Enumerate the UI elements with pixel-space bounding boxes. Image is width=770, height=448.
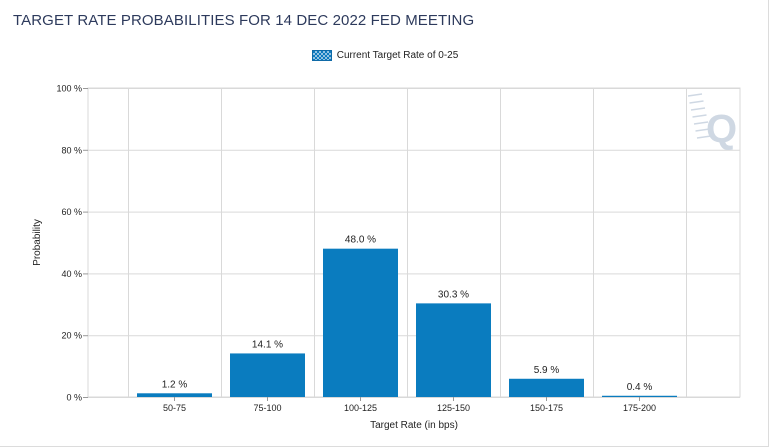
q-logo-stroke (689, 100, 704, 104)
data-label: 48.0 % (345, 235, 376, 246)
chart-legend[interactable]: Current Target Rate of 0-25 (0, 50, 770, 61)
x-tick-label: 175-200 (623, 403, 656, 413)
q-logo-stroke (690, 107, 706, 111)
bar[interactable] (137, 393, 212, 397)
q-logo-stroke (687, 93, 703, 97)
bar[interactable] (323, 248, 398, 397)
x-tick-label: 100-125 (344, 403, 377, 413)
x-tick-label: 125-150 (437, 403, 470, 413)
y-tick-label: 60 % (61, 207, 82, 217)
chart-bars: 1.2 % 14.1 % 48.0 % 30.3 % 5.9 % 0.4 % (137, 235, 677, 397)
q-logo-icon: Q (687, 93, 737, 151)
data-label: 30.3 % (438, 289, 469, 300)
x-tick-label: 50-75 (163, 403, 186, 413)
x-tick-label: 75-100 (253, 403, 281, 413)
q-logo-letter: Q (706, 107, 737, 151)
x-axis-title: Target Rate (in bps) (370, 420, 458, 431)
x-tick-label: 150-175 (530, 403, 563, 413)
chart-axes: 0 % 20 % 40 % 60 % 80 % 100 % 50-75 75-100 100-1… (56, 84, 656, 414)
y-tick-label: 40 % (61, 269, 82, 279)
bar[interactable] (230, 353, 305, 397)
legend-swatch (311, 50, 332, 61)
y-tick-label: 20 % (61, 331, 82, 341)
data-label: 5.9 % (534, 365, 560, 376)
chart-grid (87, 87, 741, 398)
y-axis-title: Probability (32, 219, 43, 266)
plot-area-border (87, 87, 741, 398)
chart-title: TARGET RATE PROBABILITIES FOR 14 DEC 202… (13, 12, 475, 29)
y-tick-label: 0 % (66, 393, 82, 403)
y-tick-label: 80 % (61, 145, 82, 155)
bar[interactable] (509, 378, 584, 397)
legend-label: Current Target Rate of 0-25 (336, 50, 459, 61)
q-logo-stroke (693, 121, 709, 125)
q-logo-stroke (696, 135, 712, 139)
y-tick-label: 100 % (56, 84, 82, 94)
q-logo-stroke (695, 128, 710, 132)
q-logo-stroke (692, 114, 707, 118)
bar[interactable] (416, 303, 491, 397)
bar[interactable] (602, 395, 677, 397)
data-label: 0.4 % (627, 382, 653, 393)
data-label: 14.1 % (252, 339, 283, 350)
data-label: 1.2 % (162, 379, 188, 390)
